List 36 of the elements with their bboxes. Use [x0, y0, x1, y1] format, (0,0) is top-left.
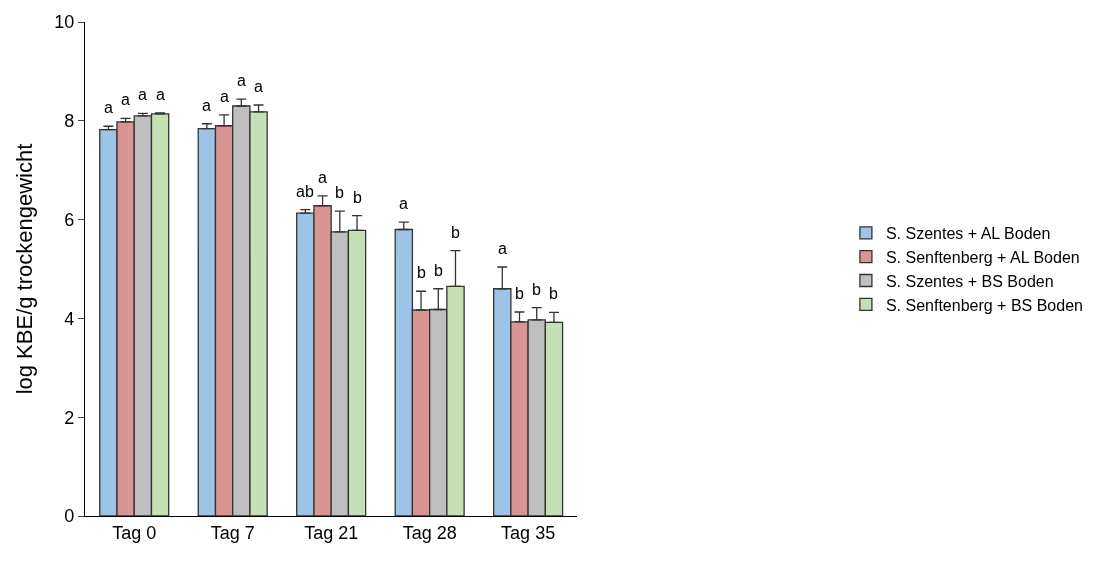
data-label: b: [417, 264, 426, 281]
legend-label: S. Senftenberg + BS Boden: [885, 296, 1083, 314]
data-label: a: [156, 86, 165, 103]
y-tick-label: 2: [64, 407, 75, 428]
legend-label: S. Szentes + AL Boden: [885, 225, 1051, 243]
data-label: b: [434, 262, 443, 279]
data-label: a: [498, 240, 507, 257]
y-axis-title: log KBE/g trockengewicht: [12, 143, 38, 395]
y-tick-label: 0: [64, 506, 75, 527]
y-tick-label: 6: [64, 209, 75, 230]
data-label: a: [138, 86, 147, 103]
data-label: a: [237, 72, 246, 89]
data-label: b: [532, 281, 541, 298]
data-label: b: [549, 285, 558, 302]
y-tick-label: 4: [64, 308, 75, 329]
x-tick-label: Tag 21: [304, 522, 359, 543]
x-tick-label: Tag 28: [402, 522, 457, 543]
data-label: b: [451, 224, 460, 241]
data-label: b: [515, 285, 524, 302]
data-label: ab: [296, 183, 314, 200]
data-label: a: [202, 97, 211, 114]
data-label: a: [399, 195, 408, 212]
data-label: a: [121, 91, 130, 108]
data-label: b: [335, 184, 344, 201]
legend-label: S. Szentes + BS Boden: [885, 272, 1054, 290]
data-label: a: [104, 99, 113, 116]
data-label: a: [254, 78, 263, 95]
data-label: b: [353, 189, 362, 206]
data-label: a: [318, 169, 327, 186]
y-tick-label: 8: [64, 111, 75, 132]
x-tick-label: Tag 7: [210, 522, 255, 543]
legend-label: S. Senftenberg + AL Boden: [885, 248, 1080, 266]
data-label: a: [220, 88, 229, 105]
y-tick-label: 10: [54, 12, 75, 33]
x-tick-label: Tag 35: [501, 522, 556, 543]
x-tick-label: Tag 0: [112, 522, 157, 543]
